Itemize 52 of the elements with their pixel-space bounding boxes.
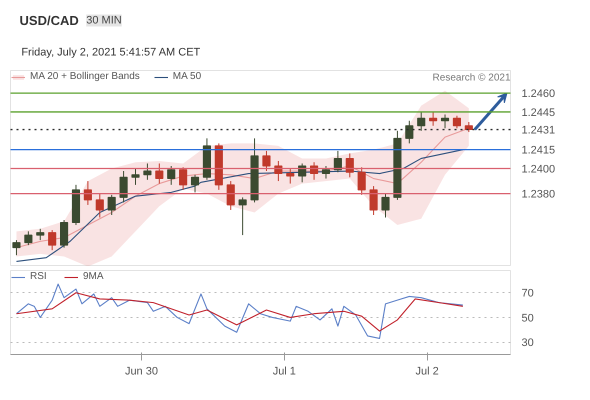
y-tick-label: 30 <box>522 337 534 350</box>
candlestick <box>405 120 414 144</box>
y-tick-label: 1.2431 <box>522 124 556 137</box>
candlestick <box>190 174 200 193</box>
candlestick <box>358 166 366 196</box>
chart-title: USD/CAD <box>20 13 79 28</box>
candlestick <box>452 115 461 129</box>
y-tick-label: 1.2400 <box>522 164 556 176</box>
annotation: Research © 2021 <box>432 72 511 84</box>
y-tick-label: 1.2460 <box>522 88 556 100</box>
legend-label: MA 20 + Bollinger Bands <box>30 71 140 82</box>
candlestick <box>286 168 294 184</box>
candlestick <box>48 230 56 251</box>
candlestick <box>262 150 271 172</box>
candlestick <box>322 165 330 180</box>
text: 30 MIN <box>86 14 122 26</box>
y-tick-label: 50 <box>522 312 534 324</box>
candlestick <box>120 170 128 203</box>
candlestick <box>155 162 164 184</box>
legend-label: 9MA <box>83 271 104 282</box>
candlestick <box>96 193 104 218</box>
candlestick <box>440 114 450 129</box>
legend-label: RSI <box>30 271 48 282</box>
candlestick <box>417 111 426 132</box>
candlestick <box>226 180 235 210</box>
candlestick <box>334 150 342 173</box>
candlestick <box>179 166 188 190</box>
candlestick <box>131 168 140 186</box>
candlestick <box>24 230 32 246</box>
line-series <box>16 149 464 262</box>
legend-label: MA 50 <box>172 71 202 82</box>
candlestick <box>12 240 21 256</box>
x-tick-label: Jul 2 <box>416 366 439 378</box>
candlestick <box>238 196 247 236</box>
line-series <box>16 292 464 332</box>
x-tick-label: Jul 1 <box>272 366 296 378</box>
candlestick <box>370 186 378 216</box>
candlestick <box>108 194 116 216</box>
x-tick-label: Jun 30 <box>124 366 158 378</box>
candlestick <box>381 193 390 218</box>
candlestick <box>346 152 354 178</box>
y-tick-label: 1.2380 <box>522 188 556 201</box>
candlestick <box>36 228 44 241</box>
line-series <box>16 284 464 339</box>
y-tick-label: 1.2445 <box>522 106 556 119</box>
chart-subtitle: Friday, July 2, 2021 5:41:57 AM CET <box>21 46 201 58</box>
y-tick-label: 70 <box>522 288 534 300</box>
candlestick <box>143 162 152 180</box>
y-tick-label: 1.2415 <box>522 144 556 157</box>
candlestick <box>167 165 176 186</box>
candlestick <box>60 220 68 248</box>
candlestick <box>429 111 438 126</box>
